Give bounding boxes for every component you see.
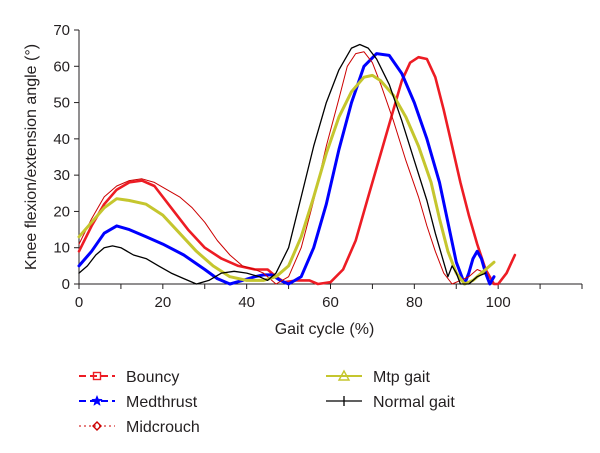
x-axis-title: Gait cycle (%)	[275, 321, 375, 338]
legend-label: Mtp gait	[373, 369, 430, 386]
legend-item-normal-gait: Normal gait	[326, 394, 455, 411]
y-tick-label: 40	[53, 131, 70, 148]
y-tick-label: 10	[53, 240, 70, 257]
legend-label: Bouncy	[126, 369, 179, 386]
legend-item-medthrust: Medthrust	[79, 394, 198, 411]
chart-legend: Bouncy Medthrust Midcrouch Mtp gait Normal g…	[79, 369, 455, 436]
x-tick-label: 100	[486, 294, 511, 311]
legend-item-midcrouch: Midcrouch	[79, 419, 200, 436]
legend-label: Normal gait	[373, 394, 455, 411]
legend-item-mtp-gait: Mtp gait	[326, 369, 430, 386]
y-tick-label: 0	[62, 276, 70, 293]
legend-item-bouncy: Bouncy	[79, 369, 179, 386]
axis-ticks: 0 10 20 30 40 50 60 70 0 20 40 60 80 100	[53, 22, 583, 311]
legend-marker	[337, 369, 351, 381]
legend-label: Medthrust	[126, 394, 198, 411]
legend-marker	[92, 371, 102, 381]
legend-marker	[91, 394, 103, 406]
series-line-mtp-gait	[77, 73, 496, 286]
series-lines	[77, 43, 517, 286]
y-tick-label: 30	[53, 167, 70, 184]
series-line-bouncy	[77, 55, 517, 286]
y-tick-label: 20	[53, 203, 70, 220]
y-tick-label: 70	[53, 22, 70, 39]
plot-axes	[78, 30, 582, 285]
x-tick-label: 60	[322, 294, 339, 311]
y-axis-title: Knee flexion/extension angle (°)	[23, 44, 40, 270]
x-tick-label: 20	[154, 294, 171, 311]
legend-label: Midcrouch	[126, 419, 200, 436]
x-tick-label: 40	[238, 294, 255, 311]
series-line-normal-gait	[78, 43, 487, 285]
series-line-medthrust	[77, 52, 496, 286]
x-tick-label: 0	[75, 294, 83, 311]
y-tick-label: 50	[53, 95, 70, 112]
y-tick-label: 60	[53, 58, 70, 75]
series-line-midcrouch	[78, 51, 487, 285]
x-tick-label: 80	[406, 294, 423, 311]
legend-marker	[92, 421, 102, 431]
